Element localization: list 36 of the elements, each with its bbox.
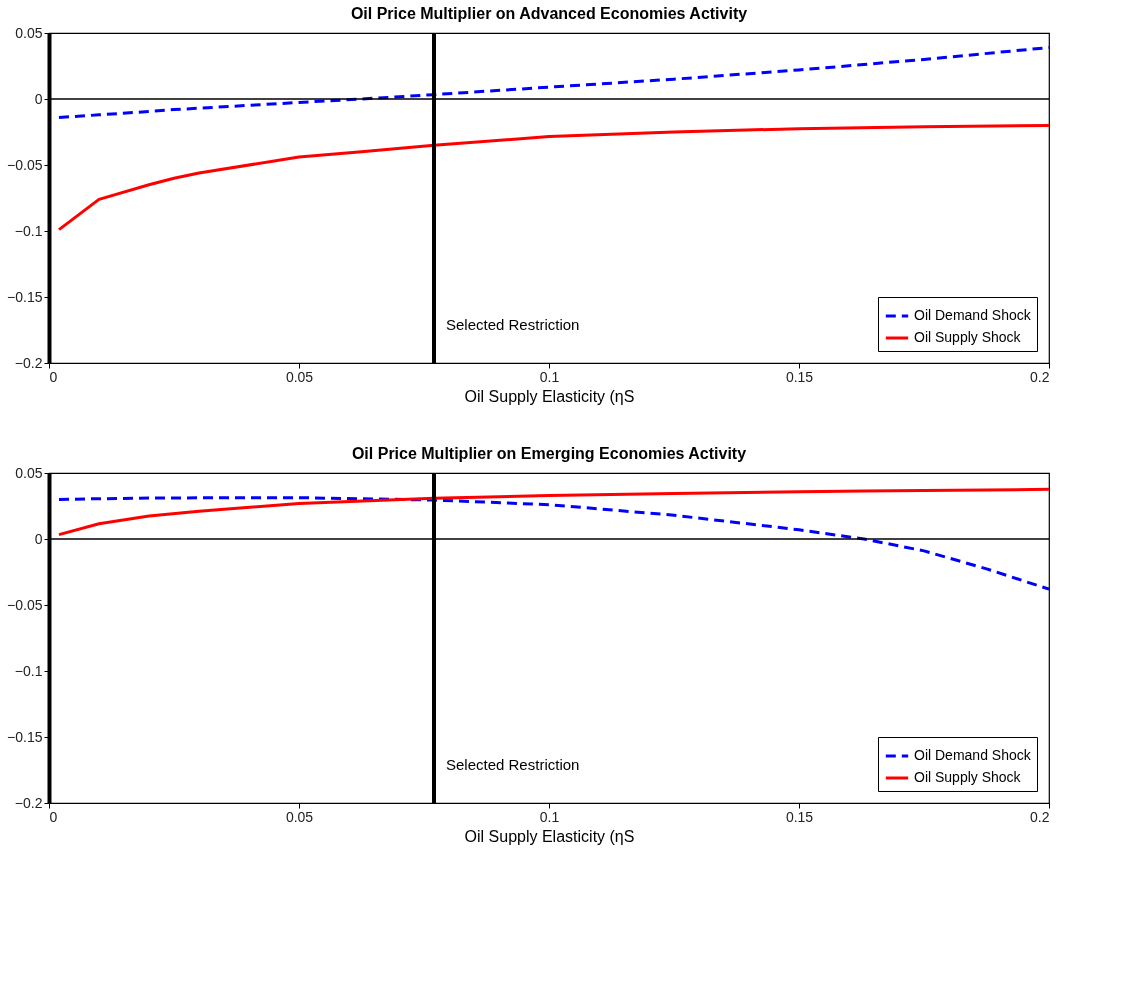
- chart-title: Oil Price Multiplier on Emerging Economies Activity: [351, 445, 747, 462]
- y-tick-label: −0.05: [7, 596, 43, 613]
- y-tick-label: −0.15: [7, 728, 43, 745]
- legend-label: Oil Supply Shock: [914, 769, 1022, 785]
- y-tick-label: −0.1: [14, 222, 43, 239]
- y-tick-label: −0.05: [7, 156, 43, 173]
- y-tick-label: −0.2: [14, 794, 43, 811]
- x-axis-title: Oil Supply Elasticity (ηS: [464, 827, 635, 845]
- x-tick-label: 0.1: [539, 808, 560, 825]
- x-tick-label: 0.1: [539, 368, 560, 385]
- legend-label: Oil Demand Shock: [914, 747, 1032, 763]
- x-tick-label: 0.15: [785, 368, 814, 385]
- x-tick-label: 0.15: [785, 808, 814, 825]
- legend-label: Oil Supply Shock: [914, 329, 1022, 345]
- x-tick-label: 0: [49, 368, 58, 385]
- y-tick-label: 0: [34, 90, 43, 107]
- legend-label: Oil Demand Shock: [914, 307, 1032, 323]
- y-tick-label: −0.2: [14, 354, 43, 371]
- line-series: [57, 496, 1049, 591]
- y-tick-label: 0: [34, 530, 43, 547]
- x-tick-label: 0.2: [1030, 368, 1050, 385]
- chart-title: Oil Price Multiplier on Advanced Economies Activity: [350, 5, 748, 22]
- x-tick-label: 0.2: [1030, 808, 1050, 825]
- ref-line-label: Selected Restriction: [446, 756, 580, 773]
- y-tick-label: 0.05: [15, 24, 43, 41]
- line-series: [57, 123, 1049, 232]
- x-tick-label: 0.05: [285, 368, 314, 385]
- x-tick-label: 0.05: [285, 808, 314, 825]
- y-tick-label: −0.15: [7, 288, 43, 305]
- ref-line-label: Selected Restriction: [446, 316, 580, 333]
- y-tick-label: 0.05: [15, 464, 43, 481]
- x-tick-label: 0: [49, 808, 58, 825]
- x-axis-title: Oil Supply Elasticity (ηS: [464, 387, 635, 405]
- line-series: [57, 46, 1049, 119]
- line-series: [57, 487, 1049, 537]
- y-tick-label: −0.1: [14, 662, 43, 679]
